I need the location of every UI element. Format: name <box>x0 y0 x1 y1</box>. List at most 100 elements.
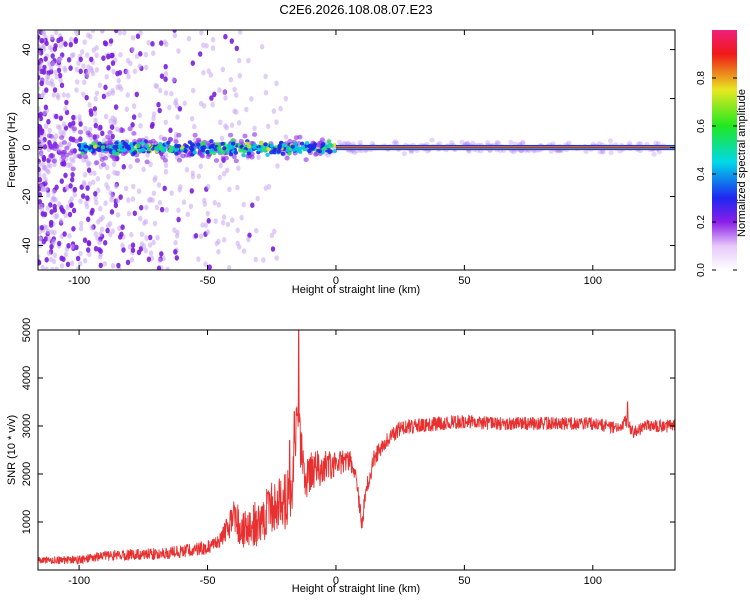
spectrogram-noise-point <box>110 115 115 121</box>
spectrogram-halo-point <box>101 162 107 168</box>
spectrogram-noise-point <box>138 123 143 129</box>
spectrogram-noise-point <box>69 156 74 163</box>
spectrogram-noise-point <box>38 172 41 178</box>
spectrogram-noise-point <box>46 192 51 198</box>
spectrogram-noise-point <box>81 63 86 69</box>
spectrogram-noise-point <box>117 30 123 36</box>
spectrogram-noise-point <box>96 219 101 225</box>
spectrogram-noise-point <box>266 123 271 130</box>
spectrogram-noise-point <box>43 104 49 111</box>
spectrogram-noise-point <box>49 34 55 40</box>
spectrogram-noise-point <box>237 244 242 250</box>
spectrogram-halo-point <box>466 149 472 154</box>
spectrogram-noise-point <box>49 78 54 84</box>
spectrogram-noise-point <box>162 185 167 192</box>
spectrogram-noise-point <box>213 218 218 224</box>
spectrogram-noise-point <box>138 30 143 36</box>
spectrogram-noise-point <box>123 185 129 192</box>
spectrogram-noise-point <box>70 244 75 250</box>
spectrogram-noise-point <box>110 228 116 234</box>
spectrogram-noise-point <box>125 69 130 75</box>
spectrogram-noise-point <box>159 206 165 213</box>
spectrogram-noise-point <box>98 205 103 212</box>
spectrogram-y-tick-label: 0 <box>21 144 33 150</box>
spectrogram-noise-point <box>113 104 119 110</box>
spectrogram-halo-point <box>68 136 74 142</box>
spectrogram-core-point <box>320 143 325 148</box>
spectrogram-core-point <box>230 138 235 143</box>
spectrogram-noise-point <box>220 219 226 226</box>
spectrogram-core-point <box>259 141 264 146</box>
spectrogram-noise-point <box>124 106 129 113</box>
spectrogram-noise-point <box>152 177 157 183</box>
spectrogram-x-tick-label: 50 <box>458 275 470 287</box>
spectrogram-noise-point <box>93 191 98 197</box>
spectrogram-noise-point <box>94 90 100 97</box>
spectrogram-noise-point <box>57 72 63 79</box>
spectrogram-core-point <box>200 148 205 153</box>
spectrogram-noise-point <box>42 31 47 37</box>
spectrogram-noise-point <box>237 57 242 64</box>
spectrogram-noise-point <box>49 244 54 250</box>
spectrogram-noise-point <box>97 239 102 245</box>
spectrogram-core-point <box>272 147 278 152</box>
spectrogram-noise-point <box>109 196 114 203</box>
spectrogram-noise-point <box>210 36 216 43</box>
spectrogram-noise-point <box>199 30 204 36</box>
spectrogram-x-label: Height of straight line (km) <box>292 284 420 296</box>
spectrogram-noise-point <box>73 37 79 43</box>
spectrogram-y-tick-label: -20 <box>21 189 33 205</box>
spectrogram-halo-point <box>199 153 205 159</box>
spectrogram-noise-point <box>46 250 52 256</box>
spectrogram-noise-point <box>249 96 254 102</box>
spectrogram-noise-point <box>45 79 50 86</box>
spectrogram-noise-point <box>54 266 59 270</box>
spectrogram-noise-point <box>136 188 142 195</box>
spectrogram-noise-point <box>89 67 95 74</box>
spectrogram-halo-point <box>548 149 554 154</box>
spectrogram-core-point <box>311 145 316 150</box>
spectrogram-noise-point <box>59 263 65 269</box>
spectrogram-noise-point <box>75 255 81 262</box>
spectrogram-noise-point <box>82 237 88 243</box>
spectrogram-halo-point <box>68 123 74 129</box>
spectrogram-halo-point <box>600 149 606 155</box>
spectrogram-noise-point <box>143 247 148 254</box>
spectrogram-noise-point <box>125 57 131 64</box>
spectrogram-halo-point <box>220 156 226 161</box>
spectrogram-noise-point <box>38 74 41 81</box>
spectrogram-noise-point <box>167 104 172 111</box>
spectrogram-halo-point <box>51 158 57 164</box>
spectrogram-noise-point <box>39 206 45 213</box>
spectrogram-noise-point <box>63 251 69 258</box>
spectrogram-noise-point <box>176 216 181 223</box>
spectrogram-noise-point <box>99 226 105 233</box>
spectrogram-noise-point <box>70 172 75 178</box>
spectrogram-noise-point <box>126 210 132 217</box>
spectrogram-noise-point <box>56 201 62 207</box>
spectrogram-noise-point <box>63 67 68 73</box>
spectrogram-core-point <box>269 150 274 155</box>
spectrogram-noise-point <box>67 233 72 239</box>
spectrogram-noise-point <box>130 46 135 53</box>
spectrogram-noise-point <box>236 165 241 171</box>
spectrogram-noise-point <box>82 79 87 86</box>
colorbar-tick-label: 0.8 <box>696 71 707 85</box>
spectrogram-noise-point <box>42 164 48 171</box>
spectrogram-noise-point <box>169 90 174 97</box>
spectrogram-noise-point <box>115 212 121 218</box>
spectrogram-halo-point <box>71 126 78 132</box>
spectrogram-halo-point <box>357 140 363 145</box>
spectrogram-noise-point <box>126 197 131 203</box>
spectrogram-noise-point <box>151 190 157 197</box>
spectrogram-noise-point <box>169 190 174 196</box>
spectrogram-noise-point <box>200 222 205 228</box>
spectrogram-x-tick-label: 100 <box>584 275 602 287</box>
spectrogram-halo-point <box>183 153 190 158</box>
spectrogram-noise-point <box>175 229 180 236</box>
spectrogram-noise-point <box>96 187 101 194</box>
spectrogram-x-tick-label: 0 <box>333 275 339 287</box>
spectrogram-core-point <box>290 144 295 149</box>
spectrogram-core-point <box>263 142 268 147</box>
spectrogram-noise-point <box>41 69 47 75</box>
